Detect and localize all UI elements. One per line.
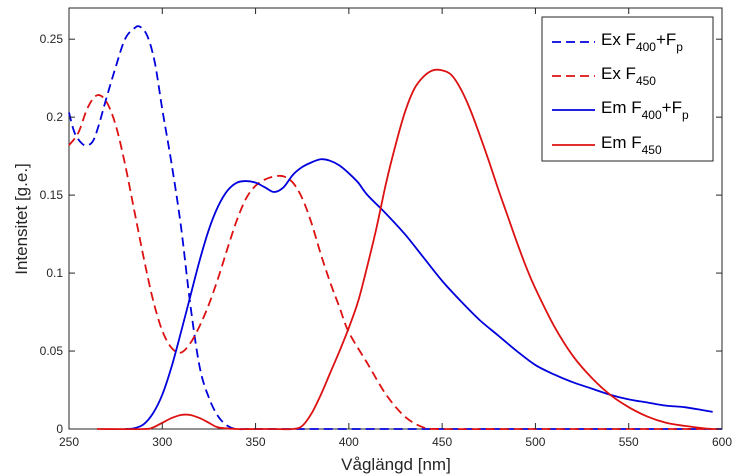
series-line-1 <box>68 94 722 431</box>
x-tick-label: 500 <box>525 435 545 449</box>
x-tick-label: 450 <box>432 435 452 449</box>
x-axis-label: Våglängd [nm] <box>341 455 451 474</box>
legend-box <box>541 16 714 162</box>
x-tick-label: 600 <box>712 435 732 449</box>
y-tick-label: 0.1 <box>46 266 63 280</box>
x-tick-label: 300 <box>152 435 172 449</box>
y-tick-label: 0.05 <box>40 344 64 358</box>
y-tick-label: 0.15 <box>40 188 64 202</box>
y-tick-label: 0 <box>56 422 63 436</box>
x-tick-label: 400 <box>339 435 359 449</box>
y-tick-label: 0.25 <box>40 32 64 46</box>
series-line-3 <box>96 68 713 431</box>
series-line-2 <box>124 158 713 430</box>
tick-layer: 250 300 350 400 450 500 550 600 0 0.05 0.1 0.15 0.2 0… <box>40 8 732 449</box>
x-tick-label: 550 <box>619 435 639 449</box>
x-tick-label: 350 <box>246 435 266 449</box>
y-tick-label: 0.2 <box>46 110 63 124</box>
x-tick-label: 250 <box>59 435 79 449</box>
y-axis-label: Intensitet [g.e.] <box>12 163 31 275</box>
